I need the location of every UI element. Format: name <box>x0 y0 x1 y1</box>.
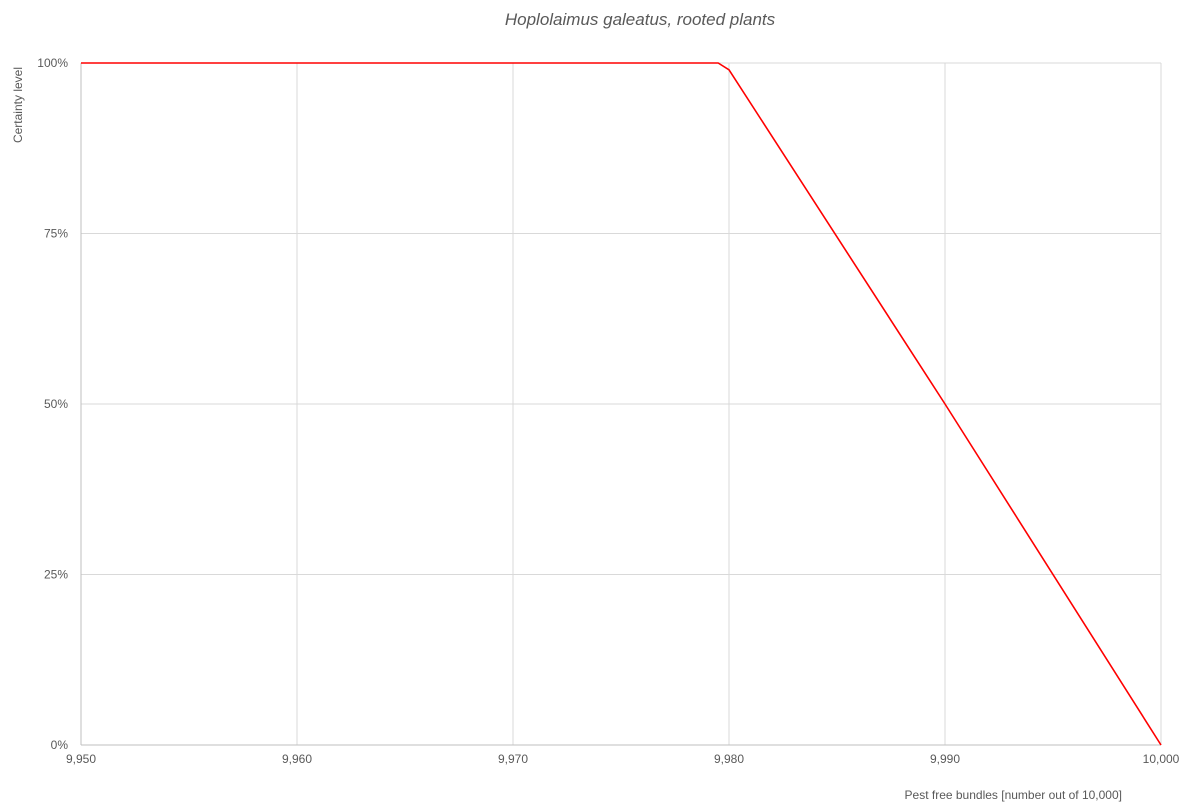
grid <box>81 62 1162 745</box>
y-tick-label: 50% <box>44 397 68 411</box>
chart-title: Hoplolaimus galeatus, rooted plants <box>505 10 776 29</box>
y-tick-label: 25% <box>44 568 68 582</box>
x-tick-label: 9,990 <box>930 752 960 766</box>
y-tick-label: 100% <box>37 56 68 70</box>
x-tick-label: 9,970 <box>498 752 528 766</box>
y-axis-label: Certainty level <box>11 67 25 143</box>
series-layer <box>81 62 1162 746</box>
series-line <box>81 62 1162 746</box>
y-tick-labels: 0% 25% 50% 75% 100% <box>37 56 68 752</box>
x-tick-label: 9,950 <box>66 752 96 766</box>
y-tick-label: 0% <box>51 738 69 752</box>
x-tick-label: 10,000 <box>1143 752 1180 766</box>
y-tick-label: 75% <box>44 227 68 241</box>
x-axis-label: Pest free bundles [number out of 10,000] <box>905 788 1122 802</box>
axes <box>80 63 1161 746</box>
x-tick-label: 9,960 <box>282 752 312 766</box>
x-tick-label: 9,980 <box>714 752 744 766</box>
x-tick-labels: 9,950 9,960 9,970 9,980 9,990 10,000 <box>66 752 1180 766</box>
